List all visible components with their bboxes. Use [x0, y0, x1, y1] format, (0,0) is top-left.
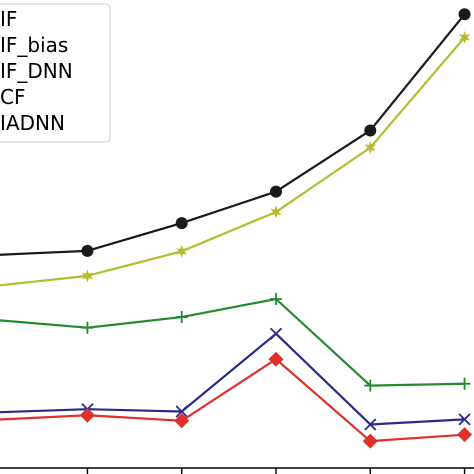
point-IF-4: [364, 124, 377, 137]
series-IADNN: [0, 351, 473, 449]
point-IF-1: [81, 244, 94, 257]
axes: [0, 467, 474, 474]
series-layer: [0, 8, 473, 449]
legend-label-IF: IF: [0, 7, 17, 31]
series-CF: [0, 327, 471, 431]
point-CF-5: [458, 413, 471, 426]
point-IADNN-1: [79, 407, 95, 423]
point-IF_DNN-2: [175, 311, 188, 324]
point-IF_bias-4: [364, 141, 376, 155]
legend-box: [0, 3, 111, 143]
point-IF_DNN-5: [458, 377, 471, 390]
point-IF_DNN-1: [81, 321, 94, 334]
point-IF_DNN-3: [270, 293, 282, 306]
point-IADNN-5: [457, 427, 473, 443]
point-IADNN-0: [0, 419, 1, 421]
legend-label-IF_bias: IF_bias: [0, 33, 68, 57]
series-line-IF_bias: [0, 36, 466, 287]
point-IADNN-2: [174, 413, 190, 429]
legend-label-CF: CF: [0, 85, 25, 109]
point-CF-4: [364, 418, 377, 431]
point-IF_DNN-4: [364, 379, 377, 392]
series-IF: [0, 8, 471, 257]
series-line-CF: [0, 332, 465, 426]
series-line-IF_DNN: [0, 297, 465, 387]
legend-label-IF_DNN: IF_DNN: [0, 59, 73, 83]
point-IF_bias-5: [458, 30, 471, 44]
point-IF_bias-3: [270, 205, 282, 219]
point-IF-2: [175, 217, 188, 230]
point-IF-3: [270, 185, 282, 198]
series-line-IADNN: [0, 358, 465, 443]
series-IF_DNN: [0, 293, 471, 392]
series-IF_bias: [0, 30, 471, 287]
point-CF-2: [175, 405, 188, 418]
point-IF_bias-1: [81, 269, 94, 283]
point-IF-5: [458, 8, 471, 21]
point-IF_bias-2: [176, 244, 188, 258]
point-IADNN-3: [268, 351, 284, 367]
series-line-IF: [0, 13, 466, 256]
point-CF-3: [269, 327, 283, 340]
legend-label-IADNN: IADNN: [0, 111, 65, 135]
point-IADNN-4: [362, 433, 378, 449]
